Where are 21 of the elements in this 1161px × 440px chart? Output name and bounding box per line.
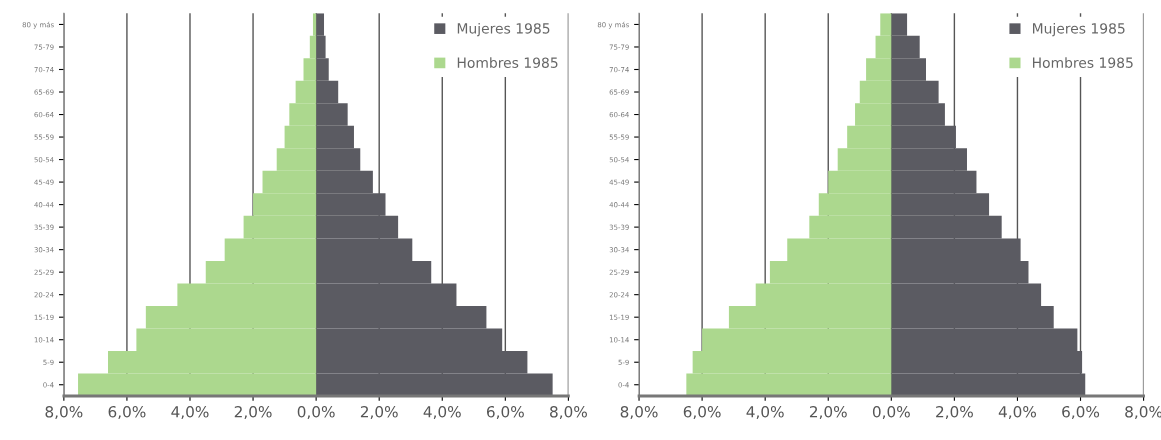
x-tick-label: 0,0% [872, 405, 910, 420]
x-tick-label: 4,0% [171, 405, 209, 420]
x-tick-label: 4,0% [998, 405, 1037, 420]
x-tick-label: 6,0% [486, 405, 524, 420]
x-tick-label: 4,0% [423, 405, 461, 420]
x-tick-label: 6,0% [1062, 405, 1100, 420]
legend-label: Mujeres 1985 [457, 22, 550, 37]
legend-label: Hombres 1985 [457, 57, 558, 68]
x-tick-label: 6,0% [683, 405, 721, 420]
x-tick-label: 4,0% [746, 405, 784, 420]
x-tick-label: 2,0% [234, 405, 272, 420]
legend-label: Mujeres 1985 [1033, 22, 1125, 37]
x-tick-label: 6,0% [108, 405, 146, 420]
x-tick-label: 8,0% [550, 405, 587, 420]
x-tick-label: 2,0% [809, 405, 847, 420]
x-tick-label: 2,0% [360, 405, 398, 420]
x-tick-label: 0,0% [297, 405, 335, 420]
x-tick-label: 8,0% [45, 405, 83, 420]
x-tick-label: 2,0% [936, 405, 973, 420]
legend-label: Hombres 1985 [1033, 57, 1133, 68]
x-tick-label: 8,0% [620, 405, 658, 420]
